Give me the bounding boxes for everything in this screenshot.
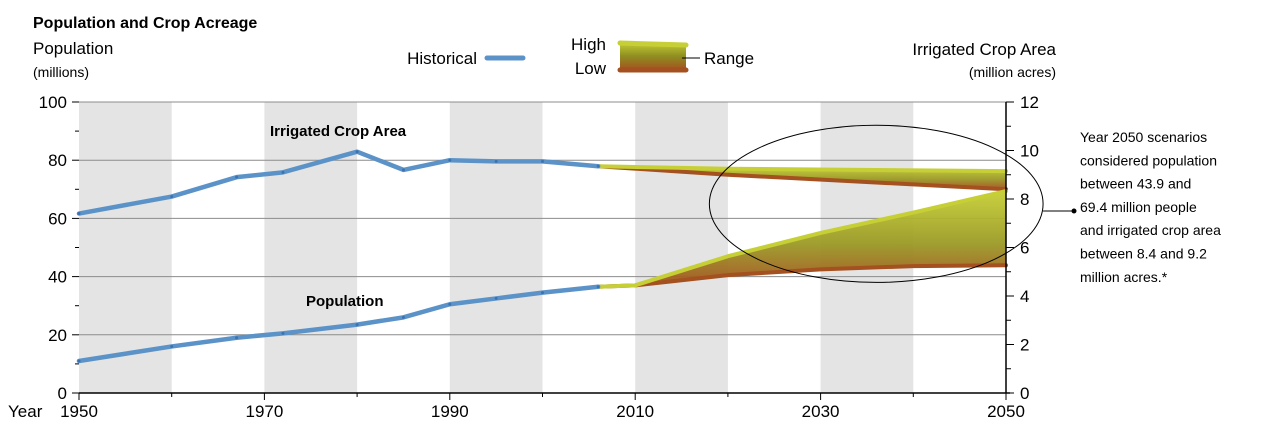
right-tick-label: 4 xyxy=(1020,287,1029,306)
series-layer xyxy=(76,149,1008,364)
left-tick-label: 80 xyxy=(48,151,67,170)
annotation-line: and irrigated crop area xyxy=(1080,222,1221,238)
x-tick-label: 1990 xyxy=(431,402,469,421)
legend: Historical High Low Range xyxy=(407,35,754,78)
historical-point xyxy=(170,195,174,199)
left-axis-title: Population xyxy=(33,39,113,58)
right-tick-label: 0 xyxy=(1020,384,1029,403)
background-band xyxy=(79,102,172,393)
chart-title: Population and Crop Acreage xyxy=(33,15,257,32)
historical-point xyxy=(596,285,600,289)
right-tick-label: 10 xyxy=(1020,142,1039,161)
historical-line xyxy=(76,284,601,364)
projection-high-line xyxy=(596,189,1008,289)
historical-point xyxy=(541,291,544,295)
projection-high-line xyxy=(596,164,1008,174)
background-bands xyxy=(79,102,914,393)
right-tick-label: 8 xyxy=(1020,190,1029,209)
annotation-line: between 8.4 and 9.2 xyxy=(1080,246,1207,262)
historical-point xyxy=(355,150,359,154)
right-tick-label: 6 xyxy=(1020,239,1029,258)
historical-line xyxy=(76,149,601,216)
historical-point xyxy=(77,212,81,216)
x-tick-label: 1950 xyxy=(60,402,98,421)
historical-point xyxy=(494,296,498,300)
right-tick-label: 2 xyxy=(1020,336,1029,355)
population-series-label: Population xyxy=(306,293,384,310)
background-band xyxy=(635,102,728,393)
historical-point xyxy=(281,331,285,335)
historical-point xyxy=(235,175,239,179)
x-tick-label: 1970 xyxy=(245,402,283,421)
legend-range-swatch xyxy=(620,42,686,70)
historical-point xyxy=(401,315,405,319)
historical-point xyxy=(401,168,405,172)
x-tick-label: 2050 xyxy=(987,402,1025,421)
annotation-line: million acres.* xyxy=(1080,269,1168,285)
historical-point xyxy=(448,158,452,162)
annotation-line: considered population xyxy=(1080,152,1217,168)
right-axis-title: Irrigated Crop Area xyxy=(912,40,1056,59)
legend-historical-label: Historical xyxy=(407,49,477,68)
left-tick-label: 60 xyxy=(48,209,67,228)
projection-low-line xyxy=(596,164,1008,192)
left-tick-label: 20 xyxy=(48,326,67,345)
x-axis-prefix: Year xyxy=(8,402,43,421)
annotation: Year 2050 scenarios considered population… xyxy=(708,124,1221,285)
historical-point xyxy=(355,323,359,327)
historical-point xyxy=(170,344,174,348)
historical-point xyxy=(281,170,285,174)
background-band xyxy=(264,102,358,393)
background-band xyxy=(449,102,543,393)
axes: 0 20 40 60 80 100 0 2 4 6 8 10 12 1950 1970 1990 2010 203… xyxy=(8,93,1039,421)
left-axis-unit: (millions) xyxy=(33,64,89,80)
historical-point xyxy=(596,164,600,168)
left-tick-label: 100 xyxy=(39,93,67,112)
annotation-line: Year 2050 scenarios xyxy=(1080,129,1207,145)
left-tick-label: 40 xyxy=(48,268,67,287)
x-tick-label: 2030 xyxy=(802,402,840,421)
historical-point xyxy=(541,159,544,163)
historical-point xyxy=(448,302,452,306)
historical-point xyxy=(235,336,239,340)
x-tick-label: 2010 xyxy=(616,402,654,421)
right-tick-label: 12 xyxy=(1020,93,1039,112)
legend-low-label: Low xyxy=(575,59,607,78)
annotation-ellipse xyxy=(708,124,1044,283)
annotation-line: 69.4 million people xyxy=(1080,199,1197,215)
historical-point xyxy=(77,359,81,363)
right-axis-unit: (million acres) xyxy=(969,64,1056,80)
legend-high-label: High xyxy=(571,35,606,54)
annotation-line: between 43.9 and xyxy=(1080,176,1191,192)
annotation-dot xyxy=(1071,208,1077,214)
historical-point xyxy=(494,159,498,163)
legend-range-label: Range xyxy=(704,49,754,68)
crop-area-series-label: Irrigated Crop Area xyxy=(270,123,407,140)
left-tick-label: 0 xyxy=(58,384,67,403)
legend-high-swatch xyxy=(617,40,689,48)
